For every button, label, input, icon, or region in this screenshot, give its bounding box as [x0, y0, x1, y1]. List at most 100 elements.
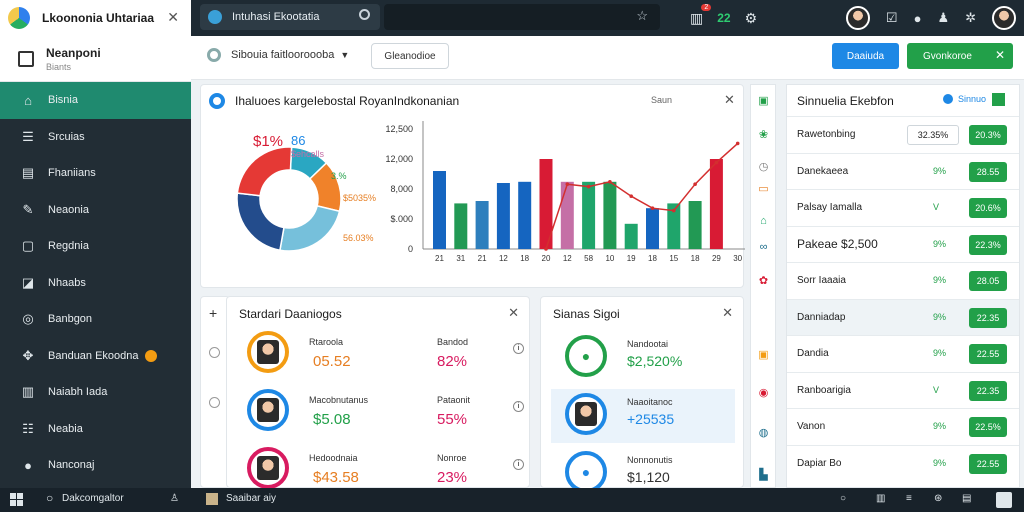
- person-icon[interactable]: ♙: [170, 493, 179, 504]
- close-icon[interactable]: ✕: [722, 305, 733, 320]
- info-icon[interactable]: i: [513, 343, 524, 354]
- panel-row[interactable]: Danniadap 9% 22.35: [787, 298, 1019, 335]
- sidebar-item-0[interactable]: ⌂ Bisnia: [0, 82, 191, 119]
- panel-row-value[interactable]: 22.55: [969, 344, 1007, 364]
- checkbox-icon[interactable]: [992, 93, 1005, 106]
- panel-row-label: Danekaeea: [797, 165, 849, 177]
- sidebar-item-2[interactable]: ▤ Fhaniians: [21, 165, 96, 181]
- lock-icon[interactable]: ⌂: [760, 215, 767, 227]
- app-icon[interactable]: [206, 493, 218, 505]
- close-icon[interactable]: ✕: [724, 92, 735, 107]
- panel-row-value[interactable]: 20.3%: [969, 125, 1007, 145]
- settings-icon[interactable]: ✲: [965, 10, 976, 25]
- toolbar-icons: ▥ 2 22 ⚙: [690, 0, 757, 36]
- square-icon[interactable]: ▙: [759, 469, 768, 481]
- taskbar-app-label[interactable]: Saaibar aiy: [226, 493, 277, 504]
- box-icon[interactable]: ▣: [758, 349, 769, 361]
- tray-gear-icon[interactable]: ⊛: [934, 493, 943, 504]
- panel-row[interactable]: Palsay Iamalla V 20.6%: [787, 189, 1019, 226]
- add-icon[interactable]: +: [209, 305, 218, 321]
- panel-row[interactable]: Danekaeea 9% 28.55: [787, 152, 1019, 190]
- gear-icon[interactable]: ⚙: [744, 9, 758, 26]
- green-counter[interactable]: 22: [717, 11, 731, 25]
- tray-circle-icon[interactable]: ○: [840, 493, 847, 504]
- view-selector[interactable]: Sibouia faitlooroooba ▼: [207, 48, 349, 62]
- settings-link[interactable]: Saun: [651, 95, 673, 105]
- browser-tab[interactable]: Intuhasi Ekootatia: [200, 4, 380, 30]
- sidebar-item-10[interactable]: ● Nanconaj: [0, 447, 191, 484]
- panel-row[interactable]: Dapiar Bo 9% 22.55: [787, 444, 1019, 482]
- grid-icon[interactable]: ▣: [758, 95, 769, 107]
- panel-row-value[interactable]: 28.05: [969, 271, 1007, 291]
- panel-row-value[interactable]: 28.55: [969, 161, 1007, 182]
- primary-button[interactable]: Daaiuda: [832, 43, 899, 69]
- panel-row-value[interactable]: 22.3%: [969, 234, 1007, 255]
- tray-bars-icon[interactable]: ▤: [962, 493, 972, 504]
- search-circle-icon[interactable]: ○: [46, 491, 54, 505]
- sidebar-item-1[interactable]: ☰ Srcuias: [0, 119, 191, 156]
- panel-row-value[interactable]: 22.5%: [969, 417, 1007, 437]
- success-button[interactable]: Gvonkoroe ✕: [907, 43, 1013, 69]
- info-icon[interactable]: i: [513, 401, 524, 412]
- close-icon[interactable]: ✕: [167, 9, 179, 25]
- close-icon[interactable]: ✕: [508, 305, 519, 320]
- bell-icon[interactable]: ●: [913, 10, 922, 26]
- panel-row-value[interactable]: 22.35: [969, 380, 1007, 401]
- star-icon[interactable]: ☆: [636, 8, 648, 23]
- panel-row-chip[interactable]: 32.35%: [907, 125, 959, 145]
- folder-icon[interactable]: ▭: [758, 183, 769, 195]
- address-bar[interactable]: ☆: [384, 4, 660, 30]
- panel-row[interactable]: Rawetonbing 32.35% 20.3%: [787, 116, 1019, 153]
- person-icon: [575, 402, 597, 426]
- user-icon[interactable]: ♟: [937, 10, 950, 25]
- list-item[interactable]: Hedoodnaia $43.58 Nonroe 23% i: [243, 447, 524, 501]
- panel-row-value[interactable]: 22.55: [969, 453, 1007, 474]
- info-icon[interactable]: i: [513, 459, 524, 470]
- leaf-icon[interactable]: ❀: [758, 129, 769, 141]
- sidebar-item-6[interactable]: ◎ Banbgon: [0, 301, 191, 338]
- panel-badge[interactable]: Sinnuo: [943, 94, 986, 104]
- trend-point-1: [565, 182, 570, 186]
- target-icon[interactable]: ◉: [758, 387, 769, 399]
- flower-icon[interactable]: ✿: [758, 275, 769, 287]
- radio-icon[interactable]: [209, 397, 220, 408]
- panel-row-value[interactable]: 20.6%: [969, 198, 1007, 218]
- brand[interactable]: Lkoononia Uhtariaa ✕: [0, 0, 191, 36]
- sidebar-item-7[interactable]: ✥ Banduan Ekoodna: [0, 338, 191, 375]
- clock-icon[interactable]: ◷: [758, 161, 769, 173]
- tray-chart-icon[interactable]: ▥: [876, 493, 886, 504]
- chart-icon[interactable]: ▥ 2: [690, 3, 712, 27]
- panel-row[interactable]: Ranboarigia V 22.35: [787, 371, 1019, 409]
- profile-avatar[interactable]: [992, 6, 1016, 30]
- stat-item[interactable]: ● Nandootai $2,520%: [551, 331, 735, 385]
- search-icon[interactable]: [359, 9, 370, 20]
- panel-row[interactable]: Pakeae $2,500 9% 22.3%: [787, 225, 1019, 263]
- sidebar-item-5[interactable]: ◪ Nhaabs: [21, 274, 86, 290]
- sidebar-item-3[interactable]: ✎ Neaonia: [0, 192, 191, 229]
- close-icon[interactable]: ✕: [994, 48, 1005, 62]
- panel-row-label: Vanon: [797, 421, 826, 432]
- check-square-icon[interactable]: ☑: [885, 10, 898, 25]
- bar-3: [496, 183, 510, 249]
- notification-badge: 2: [701, 3, 712, 11]
- notification-center-icon[interactable]: [996, 492, 1012, 508]
- link-icon[interactable]: ∞: [759, 241, 768, 253]
- list-item[interactable]: Macobnutanus $5.08 Pataonit 55% i: [243, 389, 524, 443]
- stat-item[interactable]: Naaoitanoc +25535: [551, 389, 735, 443]
- sidebar-item-4[interactable]: ▢ Regdnia: [21, 238, 89, 254]
- panel-row[interactable]: Sorr Iaaaia 9% 28.05: [787, 262, 1019, 299]
- sidebar-header[interactable]: Neanponi Biants: [0, 36, 191, 82]
- avatar[interactable]: [845, 6, 870, 30]
- radio-icon[interactable]: [209, 347, 220, 358]
- panel-row[interactable]: Vanon 9% 22.5%: [787, 408, 1019, 445]
- taskbar-search-text[interactable]: Dakcomgaltor: [62, 493, 124, 504]
- windows-start-icon[interactable]: [10, 493, 23, 506]
- tray-stack-icon[interactable]: ≡: [906, 493, 912, 504]
- sidebar-item-8[interactable]: ▥ Naiabh Iada: [21, 384, 108, 400]
- panel-row-value[interactable]: 22.35: [969, 307, 1007, 328]
- panel-row[interactable]: Dandia 9% 22.55: [787, 335, 1019, 372]
- sidebar-item-9[interactable]: ☷ Neabia: [0, 411, 191, 448]
- list-item[interactable]: Rtaroola 05.52 Bandod 82% i: [243, 331, 524, 385]
- globe-icon[interactable]: ◍: [758, 427, 769, 439]
- outline-button[interactable]: Gleanodioe: [371, 43, 449, 69]
